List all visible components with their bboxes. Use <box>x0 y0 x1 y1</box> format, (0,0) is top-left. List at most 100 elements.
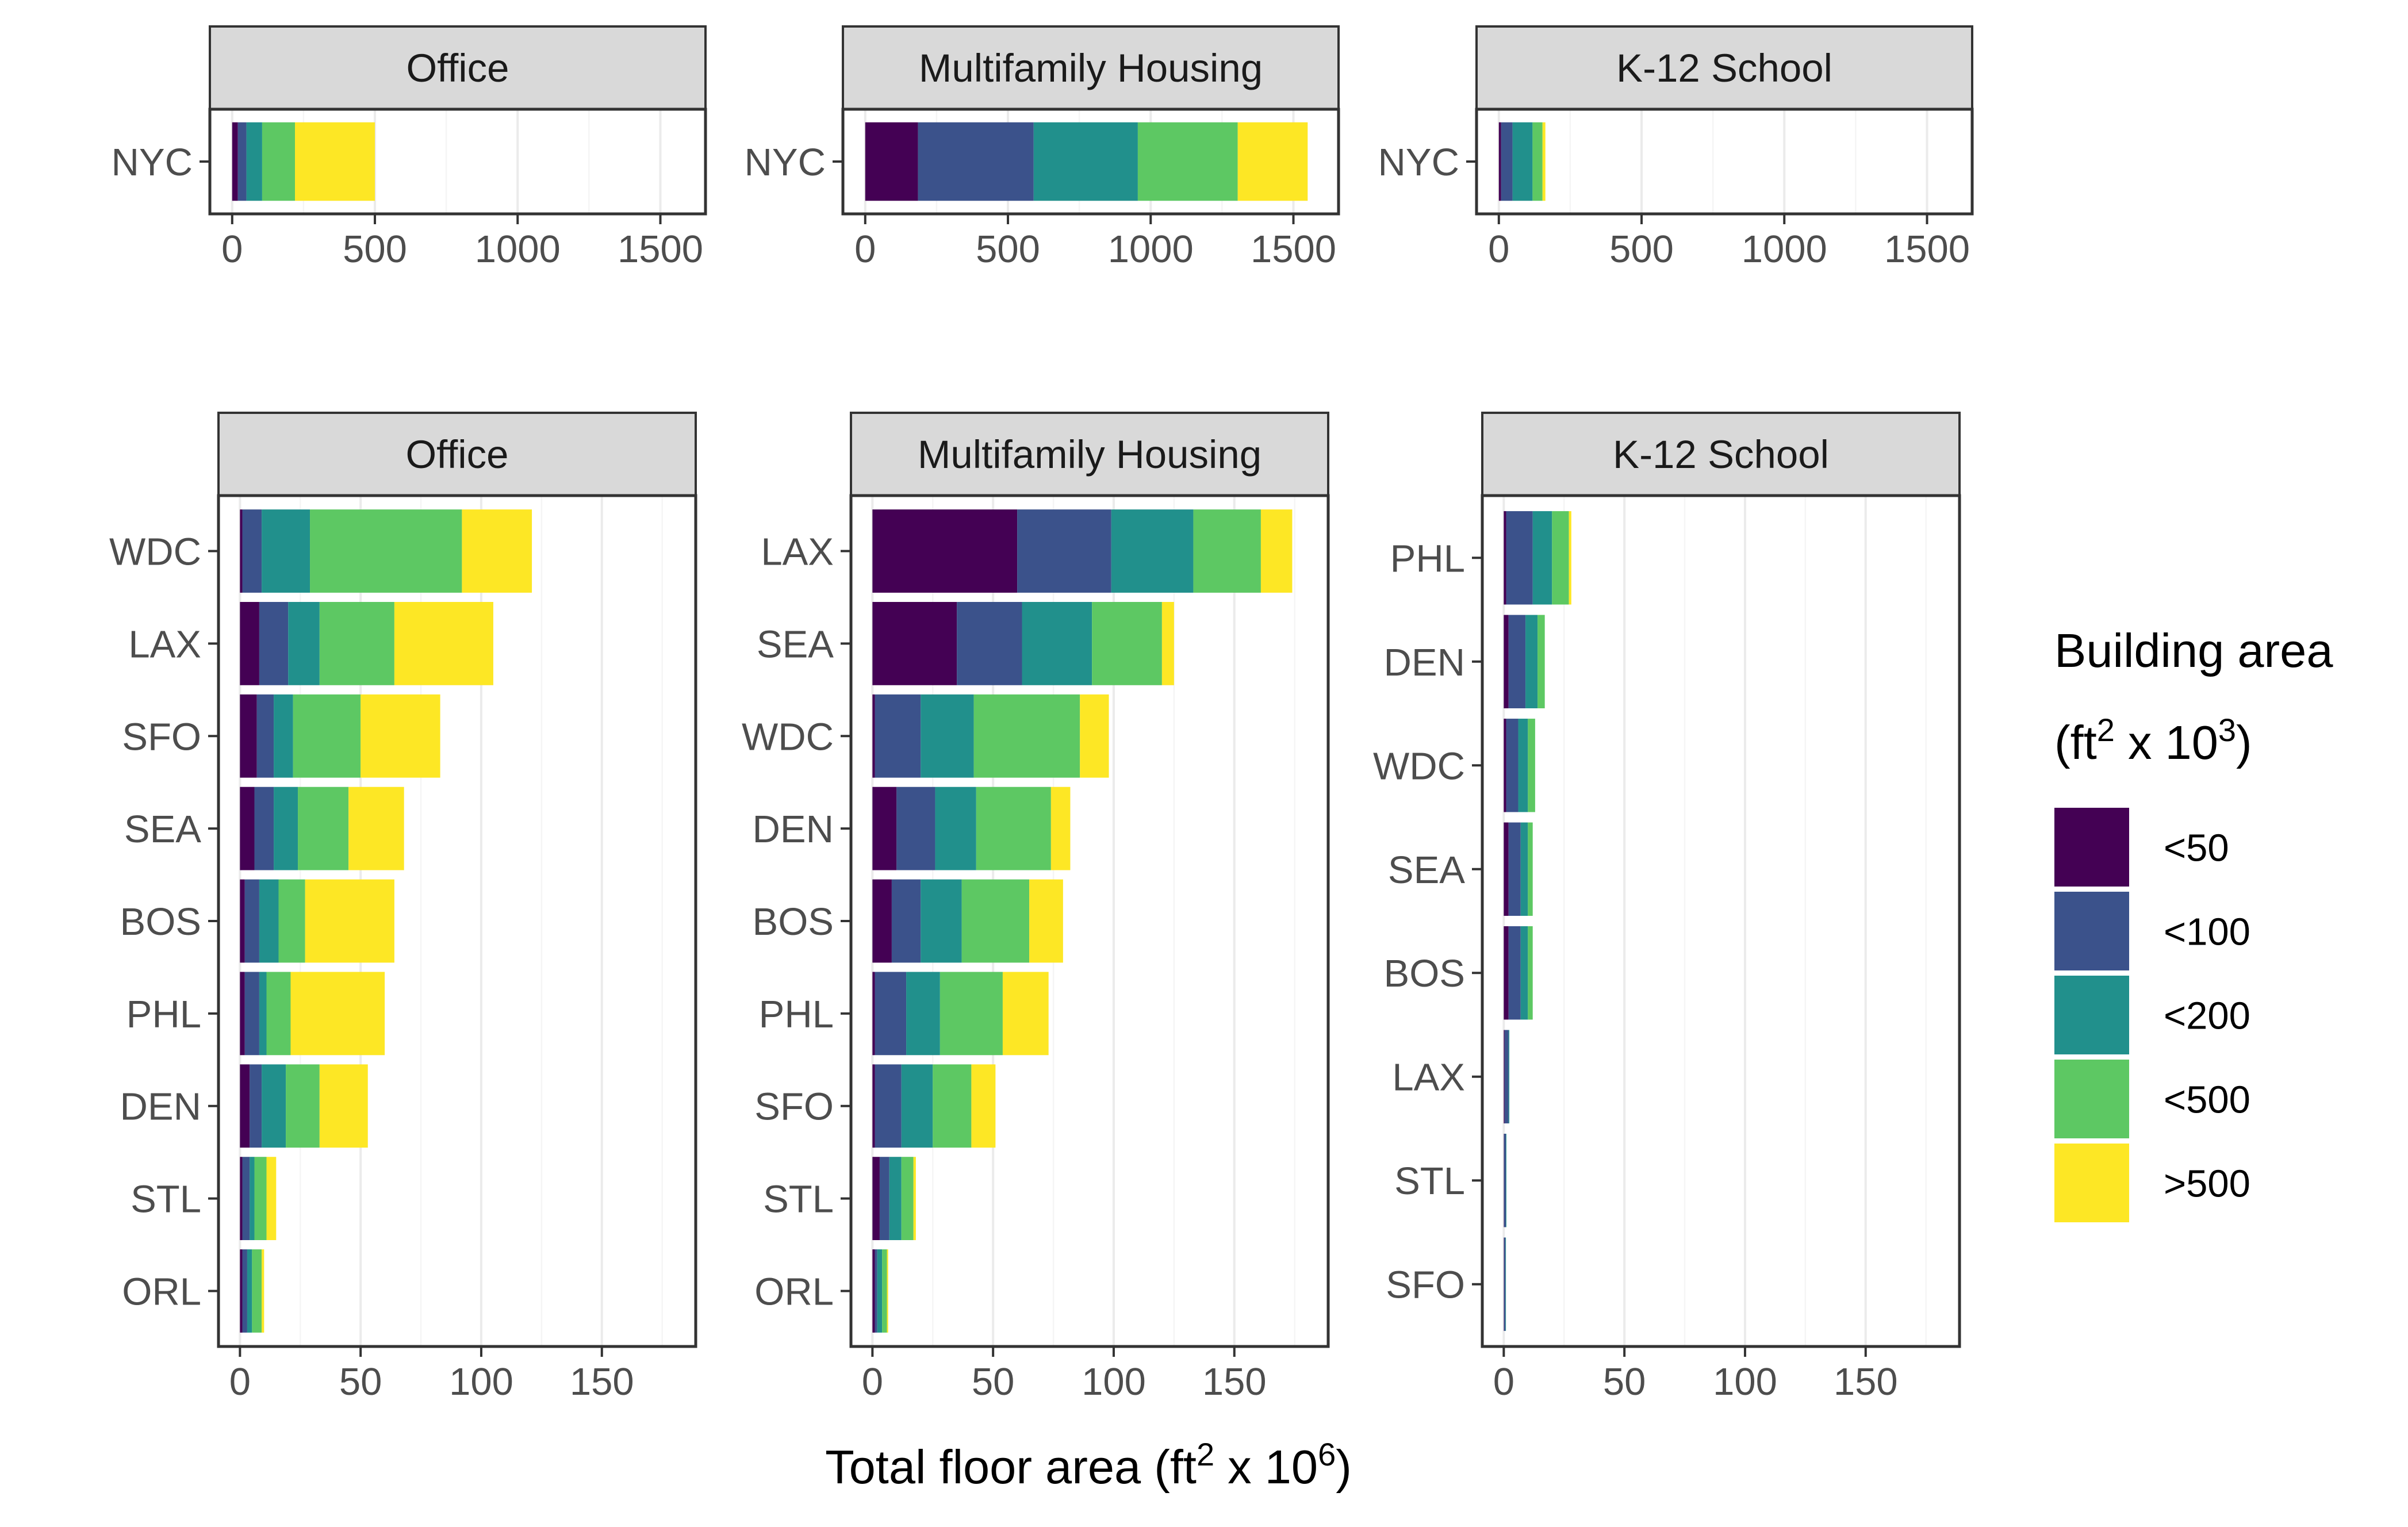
y-tick-label-lax: LAX <box>1392 1056 1465 1099</box>
legend-key-lt100 <box>2054 892 2129 970</box>
bar-segment-stl-100 <box>242 1157 250 1240</box>
y-tick-label-den: DEN <box>120 1085 201 1129</box>
facet-strip <box>850 412 1329 497</box>
bar-segment-phl-500 <box>1569 511 1571 605</box>
facet-strip <box>209 25 707 110</box>
bar-segment-stl-200 <box>250 1157 255 1240</box>
bar-segment-phl-500 <box>1002 972 1049 1056</box>
legend-title-line1: Building area <box>2054 624 2333 677</box>
bar-segment-nyc-500 <box>1237 122 1308 201</box>
bar-segment-sea-100 <box>957 602 1022 685</box>
bar-segment-wdc-100 <box>1506 719 1519 812</box>
bar-segment-wdc-500 <box>1080 694 1109 778</box>
bar-segment-sea-500 <box>1092 602 1162 685</box>
bar-segment-sea-100 <box>254 786 274 870</box>
y-tick-label-stl: STL <box>763 1178 834 1221</box>
x-tick-label: 150 <box>1202 1360 1267 1403</box>
bar-segment-den-500 <box>1050 786 1071 870</box>
x-tick-label: 0 <box>1493 1360 1514 1403</box>
x-axis-title: Total floor area (ft2 x 106) <box>825 1436 1352 1494</box>
bar-segment-sea-50 <box>1504 822 1509 916</box>
y-tick-label-wdc: WDC <box>742 715 834 758</box>
legend-key-lt50 <box>2054 808 2129 887</box>
bar-segment-nyc-50 <box>232 122 238 201</box>
bar-segment-sea-50 <box>872 602 957 685</box>
legend-label: <200 <box>2164 995 2250 1038</box>
bar-segment-lax-200 <box>288 602 320 685</box>
x-tick-label: 150 <box>1834 1360 1898 1403</box>
bar-segment-nyc-200 <box>246 122 262 201</box>
bar-segment-stl-50 <box>240 1157 243 1240</box>
legend-label: <50 <box>2164 827 2229 870</box>
bar-segment-sfo-200 <box>901 1064 933 1148</box>
bar-segment-sfo-500 <box>361 694 440 778</box>
facet-strip <box>1475 25 1973 110</box>
y-tick-label-lax: LAX <box>761 531 834 574</box>
bar-segment-den-200 <box>935 786 976 870</box>
facet-strip-label: Office <box>406 432 509 477</box>
x-axis-title-sup1: 2 <box>1197 1436 1214 1472</box>
bar-segment-sfo-50 <box>872 1064 875 1148</box>
bar-segment-wdc-200 <box>1518 719 1528 812</box>
y-tick-label-sfo: SFO <box>754 1085 834 1129</box>
x-axis-title-mid: x 10 <box>1214 1440 1318 1494</box>
legend-title-line2-sup1: 2 <box>2097 712 2115 748</box>
bar-segment-stl-500 <box>266 1157 277 1240</box>
bar-segment-sea-200 <box>274 786 298 870</box>
bar-segment-bos-100 <box>1508 926 1521 1020</box>
bar-segment-wdc-50 <box>240 509 243 593</box>
bar-segment-sfo-500 <box>933 1064 972 1148</box>
legend-label: <500 <box>2164 1079 2250 1122</box>
bar-segment-stl-500 <box>254 1157 267 1240</box>
bar-segment-den-500 <box>319 1064 368 1148</box>
facet-strip-label: K-12 School <box>1616 46 1832 90</box>
x-tick-label: 150 <box>570 1360 634 1403</box>
x-tick-label: 1500 <box>618 228 703 271</box>
x-tick-label: 100 <box>449 1360 513 1403</box>
y-tick-label-sfo: SFO <box>122 715 201 758</box>
bar-segment-bos-500 <box>278 879 305 963</box>
panel-background <box>1482 496 1960 1346</box>
bar-segment-stl-100 <box>1504 1134 1506 1227</box>
bar-segment-phl-200 <box>906 972 940 1056</box>
legend-title-line2-end: ) <box>2236 716 2252 769</box>
bar-segment-phl-50 <box>1504 511 1506 605</box>
bar-segment-bos-500 <box>305 879 394 963</box>
bar-segment-nyc-500 <box>1532 122 1543 201</box>
legend-key-lt200 <box>2054 976 2129 1054</box>
bar-segment-den-50 <box>872 786 897 870</box>
bar-segment-orl-200 <box>877 1249 883 1333</box>
bar-segment-den-50 <box>240 1064 250 1148</box>
bar-segment-orl-50 <box>240 1249 243 1333</box>
bar-segment-nyc-100 <box>237 122 247 201</box>
y-tick-label-nyc: NYC <box>1378 141 1459 184</box>
bar-segment-nyc-500 <box>1542 122 1546 201</box>
bar-segment-sea-50 <box>240 786 255 870</box>
y-tick-label-bos: BOS <box>1384 952 1466 995</box>
bar-segment-stl-500 <box>913 1157 916 1240</box>
panel-border <box>1475 108 1974 216</box>
bar-segment-nyc-50 <box>1498 122 1501 201</box>
legend-key-lt500 <box>2054 1060 2129 1138</box>
panel-bottom-multifamily-housing: Multifamily Housing LAX SEA WDC DEN BOS PHL SFO… <box>742 412 1330 1403</box>
bar-segment-bos-200 <box>921 879 962 963</box>
bar-segment-orl-50 <box>872 1249 875 1333</box>
bar-segment-sea-500 <box>1161 602 1174 685</box>
bar-segment-phl-100 <box>244 972 259 1056</box>
bar-segment-orl-500 <box>882 1249 887 1333</box>
bar-segment-wdc-100 <box>875 694 921 778</box>
bar-segment-den-200 <box>262 1064 286 1148</box>
facet-strip <box>1481 412 1961 497</box>
legend-title-line2-main: (ft <box>2054 716 2097 769</box>
x-tick-label: 100 <box>1713 1360 1777 1403</box>
y-tick-label-nyc: NYC <box>745 141 826 184</box>
panel-bottom-office: Office WDC LAX SFO SEA BOS PHL DEN STL ORL 0 50 100 1… <box>109 412 697 1403</box>
x-tick-label: 500 <box>343 228 407 271</box>
bar-segment-bos-50 <box>240 879 245 963</box>
x-tick-label: 50 <box>339 1360 382 1403</box>
bar-segment-nyc-500 <box>1137 122 1238 201</box>
y-tick-label-bos: BOS <box>753 900 834 943</box>
bar-segment-sfo-500 <box>971 1064 996 1148</box>
